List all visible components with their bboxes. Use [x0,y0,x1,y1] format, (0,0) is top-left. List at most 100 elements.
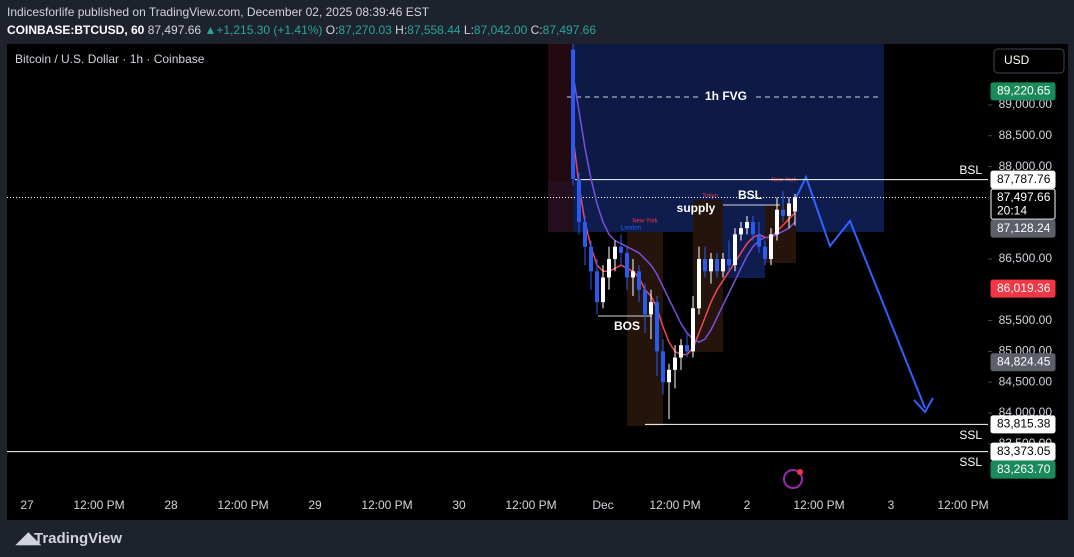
bsl-level-label: BSL [959,163,982,177]
candle-body [697,258,701,309]
high: 87,558.44 [407,23,461,37]
x-tick-label: 12:00 PM [937,498,988,512]
candle-body [751,222,755,235]
ohlc-line: COINBASE:BTCUSD, 60 87,497.66 ▲+1,215.30… [7,23,596,37]
time-axis [7,490,988,520]
x-tick-label: 12:00 PM [649,498,700,512]
x-tick-label: 12:00 PM [217,498,268,512]
logo: ◢◣ [15,530,42,547]
session-label: Tokyo [702,194,718,200]
candle-body [571,49,575,179]
candle-body [661,351,665,383]
close: 87,497.66 [542,23,597,37]
candle-body [625,252,629,278]
price-badge [990,82,1056,101]
candle-body [793,197,797,212]
price-badge [990,170,1056,189]
candle-body [667,369,671,383]
price-badge-label: 87,128.24 [997,221,1051,235]
x-tick-label: Dec [592,498,613,512]
x-tick-label: 12:00 PM [505,498,556,512]
countdown: 20:14 [997,203,1027,217]
ssl-level-label: SSL [959,428,982,442]
fvg-label: 1h FVG [705,89,747,103]
arrow-head [913,397,934,414]
price-badge-label: 83,815.38 [997,417,1051,431]
candle-body [739,228,743,235]
x-tick-label: 30 [452,498,466,512]
candle-body [589,246,593,272]
candle-body [631,271,635,278]
symbol: COINBASE:BTCUSD, 60 [7,23,145,37]
x-tick-label: 12:00 PM [73,498,124,512]
candle-body [685,345,689,352]
h-label: H: [395,23,408,37]
candle-body [655,302,659,352]
candle-body [781,209,785,216]
zones: 1h FVG supply BSL BOS London New York To… [548,44,982,489]
y-tick-label: 85,500.00 [999,313,1053,327]
o-label: O: [325,23,339,37]
candle-body [643,289,647,315]
bos-label: BOS [614,319,640,333]
price-badge-label: 84,824.45 [997,354,1051,368]
publish-line: Indicesforlife published on TradingView.… [7,5,430,19]
price-badge [990,188,1056,220]
candle-body [583,222,587,247]
candle-body [649,302,653,315]
candle-body [775,209,779,235]
fvg-label-bg [700,90,752,104]
x-tick-label: 3 [888,498,895,512]
candle-body [733,234,737,266]
price-badge [990,353,1056,372]
chart-title: Bitcoin / U.S. Dollar · 1h · Coinbase [15,52,205,66]
x-tick-label: 12:00 PM [361,498,412,512]
price-badge [990,279,1056,298]
price-badge [990,415,1056,434]
price-badge-label: 87,787.76 [997,172,1051,186]
price-badge-label: 83,373.05 [997,444,1051,458]
candle-body [721,258,725,272]
x-tick-label: 27 [20,498,34,512]
candle-body [691,308,695,352]
last: 87,497.66 [147,23,202,37]
currency-label: USD [1004,53,1030,67]
y-tick-label: 86,500.00 [999,251,1053,265]
y-tick-label: 84,500.00 [999,374,1053,388]
x-tick-label: 29 [308,498,322,512]
price-badge-label: 83,263.70 [997,462,1051,476]
fvg-zone [573,44,884,181]
candle-body [709,258,713,272]
change-arrow: ▲ [204,23,217,37]
l-label: L: [463,23,474,37]
session-label: New York [632,219,658,225]
candle-body [601,277,605,303]
candle-body [745,222,749,229]
price-badge-label: 87,497.66 [997,190,1051,204]
open: 87,270.03 [338,23,392,37]
candle-body [679,345,683,358]
session-label: New York [771,178,797,184]
icon [783,469,803,489]
ssl-level-label: SSL [959,455,982,469]
y-tick-label: 89,000.00 [999,97,1053,111]
price-badge [990,219,1056,238]
projection-arrow [794,174,926,409]
candle-body [787,203,791,216]
candle-body [715,258,719,272]
candle-body [703,258,707,272]
y-tick-label: 88,500.00 [999,128,1053,142]
c-label: C: [530,23,543,37]
candle-body [619,246,623,253]
change: +1,215.30 (+1.41%) [216,23,323,37]
candle-body [613,246,617,259]
candle-body [577,178,581,223]
icon-dot [797,469,803,475]
candle-body [769,234,773,259]
price-badge [990,442,1056,461]
candle-body [757,234,761,247]
supply-label: supply [677,201,716,215]
currency-button[interactable] [993,48,1065,74]
